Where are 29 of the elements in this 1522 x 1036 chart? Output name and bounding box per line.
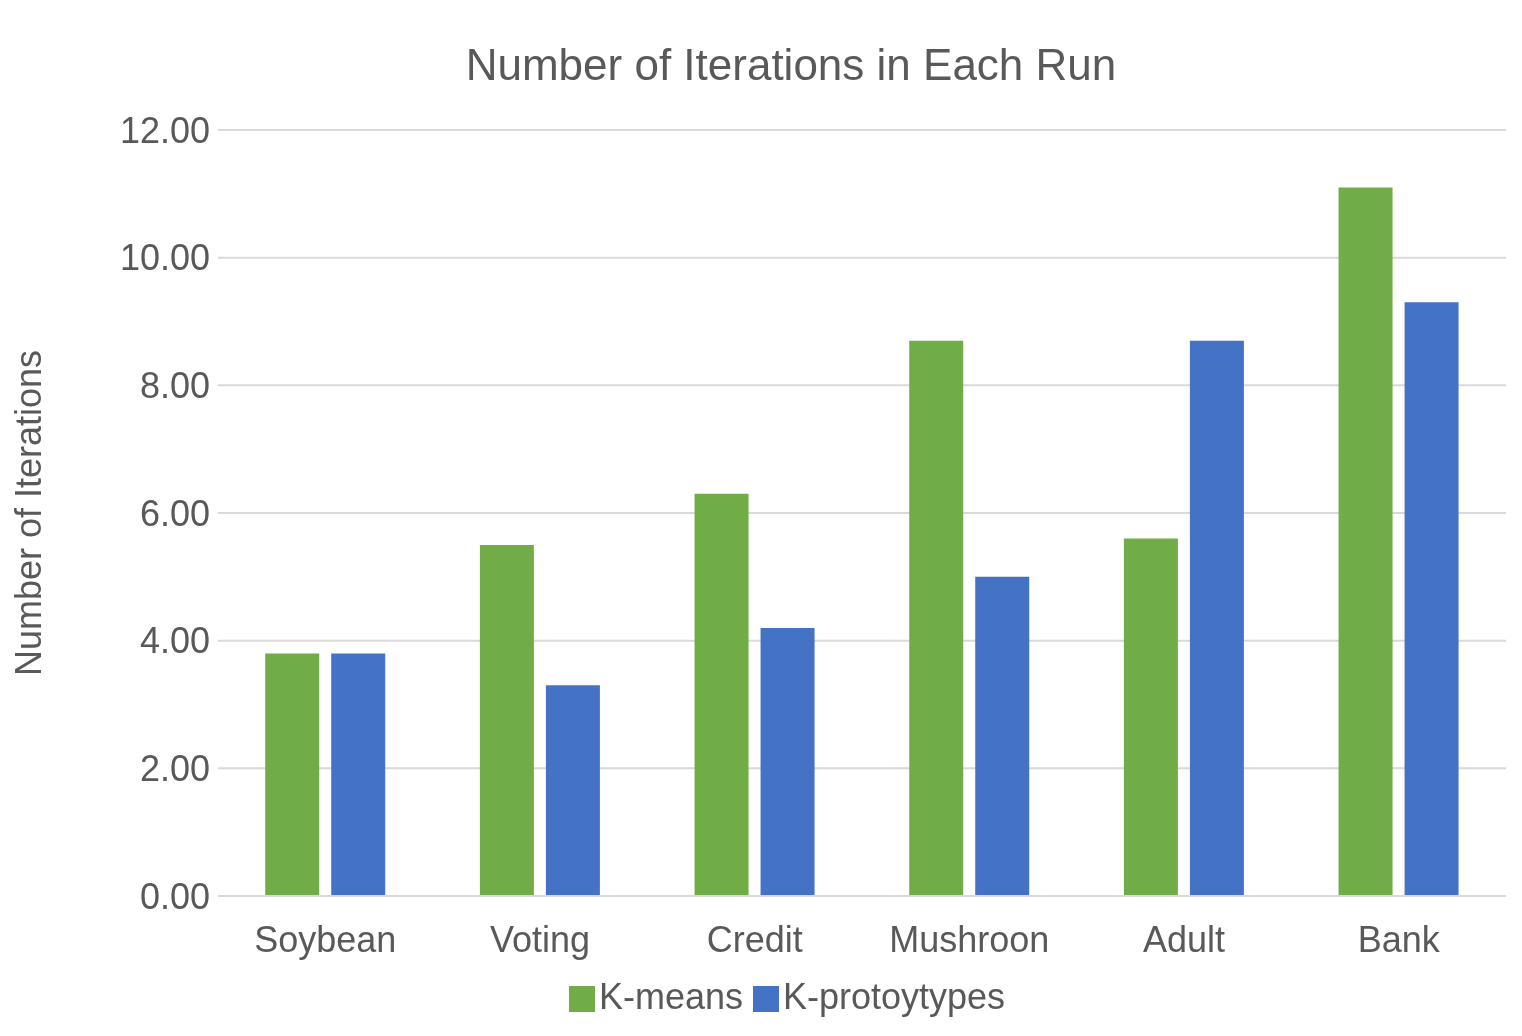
x-tick-label: Credit <box>706 918 803 960</box>
bar <box>1404 302 1459 896</box>
bar <box>545 685 600 896</box>
x-tick-label: Voting <box>489 918 591 960</box>
x-tick-label: Soybean <box>254 918 397 960</box>
bar <box>331 653 386 896</box>
bar <box>1189 340 1244 896</box>
y-tick-label: 6.00 <box>139 492 210 534</box>
bar <box>1123 538 1178 896</box>
bar <box>1338 187 1393 896</box>
y-tick-label: 8.00 <box>139 365 210 407</box>
bar <box>265 653 320 896</box>
bar <box>909 340 964 896</box>
x-tick-label: Adult <box>1142 918 1226 960</box>
chart-title: Number of Iterations in Each Run <box>464 39 1118 91</box>
legend-label: K-protoytypes <box>782 976 1006 1017</box>
y-tick-label: 0.00 <box>139 875 210 917</box>
y-tick-label: 12.00 <box>119 109 210 151</box>
y-tick-label: 2.00 <box>139 748 210 790</box>
y-axis-title: Number of Iterations <box>7 349 49 677</box>
x-tick-label: Bank <box>1357 918 1441 960</box>
bar <box>479 544 534 896</box>
bar <box>975 576 1030 896</box>
y-tick-label: 10.00 <box>119 237 210 279</box>
y-tick-label: 4.00 <box>139 620 210 662</box>
x-tick-label: Mushroon <box>889 918 1050 960</box>
legend-label: K-means <box>598 976 743 1017</box>
bar <box>694 493 749 896</box>
bar <box>760 627 815 896</box>
